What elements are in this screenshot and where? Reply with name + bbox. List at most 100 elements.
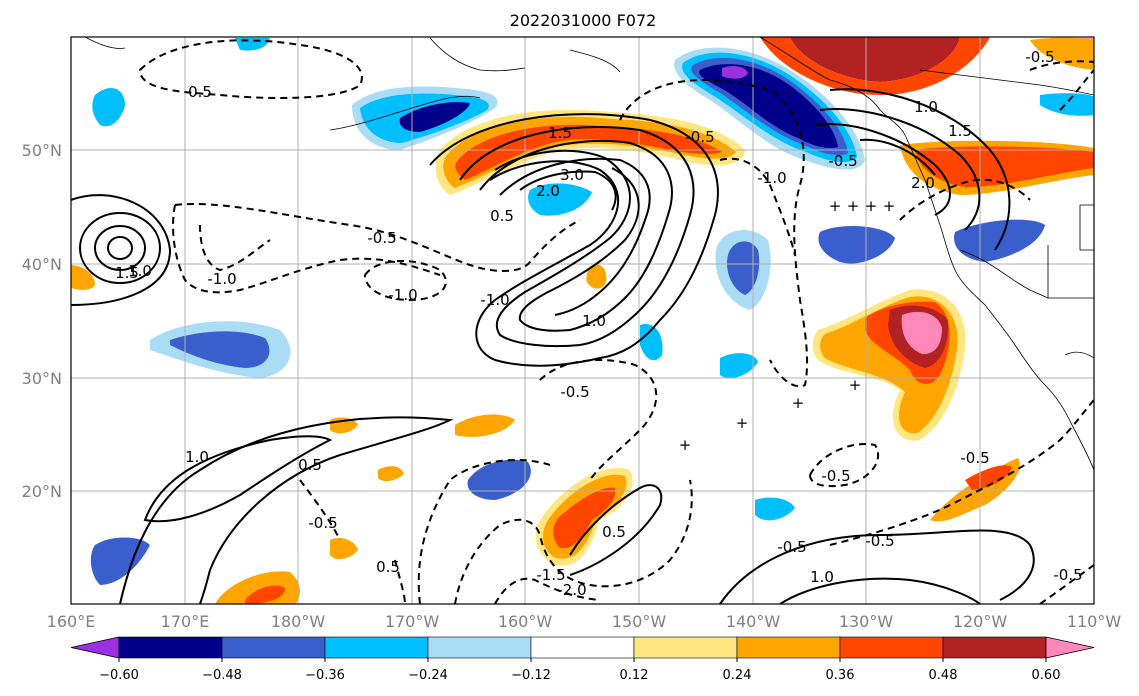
contour-dashed-18 (299, 479, 341, 541)
shade-canada-red (915, 146, 1094, 188)
shade-small-6 (818, 226, 895, 264)
markers: + + + + + + + + (679, 197, 896, 454)
contour-label: 1.5 (948, 122, 972, 140)
contour-dashed-15 (899, 178, 1031, 221)
plus-marker-icon: + (792, 394, 805, 412)
contour-dashed-19 (394, 559, 406, 604)
contour-solid-br-2 (779, 577, 981, 604)
contour-label: 0.5 (376, 558, 400, 576)
contour-label: 2.0 (911, 174, 935, 192)
contour-label: 1.0 (582, 312, 606, 330)
contour-label: -0.5 (821, 467, 850, 485)
contour-label: -1.0 (480, 291, 509, 309)
contour-label: 1.0 (128, 262, 152, 280)
contour-solid-wpac-1 (79, 212, 161, 284)
lon-label: 160°W (498, 612, 553, 631)
colorbar-swatch (530, 636, 635, 659)
contour-solid-coast-3 (814, 123, 951, 216)
shade-small-12 (640, 324, 663, 361)
contour-solid-wpac-3 (107, 236, 133, 260)
shade-small-1 (455, 414, 515, 437)
shade-se-red (965, 465, 1012, 490)
lat-label: 30°N (22, 369, 62, 388)
shade-small-3 (586, 264, 607, 289)
colorbar-tick-label: −0.48 (202, 668, 242, 683)
contour-label: 0.5 (298, 456, 322, 474)
grid (71, 37, 1094, 604)
shade-hawaii-red (553, 487, 616, 549)
contour-dashed-10 (454, 479, 693, 604)
shade-small-9 (92, 87, 125, 127)
shaded-field (71, 37, 1094, 604)
latitude-labels: 50°N 40°N 30°N 20°N (22, 141, 62, 501)
colorbar-tick-label: 0.60 (1032, 668, 1061, 683)
shade-small-5 (720, 353, 758, 379)
contour-solid-s-1 (429, 113, 719, 367)
longitude-labels: 160°E 170°E 180°W 170°W 160°W 150°W 140°… (47, 612, 1122, 631)
contour-dashed-11 (494, 577, 601, 604)
colorbar-tick-label: −0.12 (511, 668, 551, 683)
contour-label: -0.5 (865, 532, 894, 550)
contour-solid-s-4 (499, 157, 651, 316)
colorbar-extend-high (1045, 636, 1095, 659)
colorbar-tick-label: 0.12 (620, 668, 649, 683)
contour-label: 2.0 (536, 182, 560, 200)
contours (71, 39, 1094, 604)
shade-small-16 (378, 466, 404, 482)
contour-labels: 0.5 1.5 3.0 2.0 0.5 1.0 -0.5 -1.0 -0.5 1… (115, 48, 1083, 599)
contour-dashed-9 (417, 459, 551, 604)
contour-dashed-14 (1039, 564, 1094, 604)
contour-solid-br-1 (719, 529, 1035, 604)
colorbar-swatch (736, 636, 841, 659)
contour-label: -0.5 (367, 229, 396, 247)
contour-label: 1.0 (185, 448, 209, 466)
lon-label: 130°W (839, 612, 894, 631)
contour-solid-s-3 (479, 139, 673, 332)
plus-marker-icon: + (736, 414, 749, 432)
contour-label: 1.0 (810, 568, 834, 586)
colorbar-tick-label: −0.24 (408, 668, 448, 683)
contour-label: 1.5 (548, 124, 572, 142)
contour-label: -0.5 (777, 538, 806, 556)
contour-solid-wpac-4 (71, 194, 172, 306)
plus-marker-icon: + (849, 376, 862, 394)
contour-solid-hawaii (569, 484, 663, 576)
coastlines (84, 37, 1094, 471)
colorbar-swatch (221, 636, 326, 659)
shade-midocean-midblue (727, 241, 760, 295)
contour-solid-coast-1 (829, 88, 1011, 251)
shade-small-15 (330, 538, 358, 560)
colorbar-tick-label: 0.48 (929, 668, 958, 683)
plot-frame (70, 36, 1095, 605)
colorbar-swatch (839, 636, 944, 659)
shade-small-10 (528, 183, 592, 216)
plus-marker-icon: + (883, 197, 896, 215)
contour-label: 1.5 (115, 264, 139, 282)
contour-dashed-6 (619, 79, 809, 388)
lon-label: 170°W (385, 612, 440, 631)
colorbar-swatch (633, 636, 738, 659)
shade-bering-navy (399, 102, 470, 132)
colorbar-swatch (427, 636, 532, 659)
plus-marker-icon: + (679, 436, 692, 454)
contour-label: -0.5 (560, 383, 589, 401)
colorbar-swatch (118, 636, 223, 659)
contour-label: -0.5 (960, 449, 989, 467)
shade-hawaii-blue (467, 459, 531, 500)
shade-small-14 (1040, 93, 1094, 116)
lon-label: 170°E (161, 612, 210, 631)
contour-label: -1.0 (757, 169, 786, 187)
shade-bottom-red (245, 585, 285, 604)
colorbar-tick-label: 0.36 (826, 668, 855, 683)
contour-label: -0.5 (1025, 48, 1054, 66)
shade-gulf-alaska-navy (699, 64, 838, 148)
colorbar-extend-low (70, 636, 120, 659)
lat-label: 50°N (22, 141, 62, 160)
contour-solid-coast-2 (819, 108, 981, 231)
contour-label: -0.5 (1053, 566, 1082, 584)
contour-label: -0.5 (828, 152, 857, 170)
contour-solid-subtrop-2 (143, 435, 333, 523)
contour-dashed-7 (719, 157, 796, 256)
contour-label: -1.0 (388, 286, 417, 304)
